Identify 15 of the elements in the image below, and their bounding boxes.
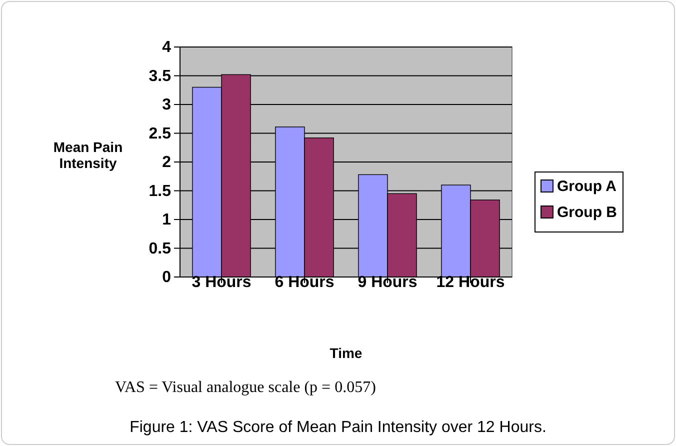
y-tick-label: 0.5: [148, 240, 172, 258]
text: Figure 1: VAS Score of Mean Pain Intensity over 12 Hours.: [130, 419, 546, 436]
legend-label: Group A: [557, 178, 617, 195]
y-tick-label: 2.5: [148, 125, 172, 142]
y-tick-label: 4: [162, 39, 172, 56]
y-tick-label: 2: [162, 154, 172, 172]
y-tick-label: 3: [162, 96, 172, 114]
y-tick-label: 1: [162, 212, 172, 229]
legend-label: Group B: [557, 204, 618, 221]
text: VAS = Visual analogue scale (p = 0.057): [115, 379, 376, 396]
y-tick-label: 1.5: [148, 182, 172, 200]
y-tick-label: 3.5: [148, 68, 172, 85]
y-tick-label: 0: [162, 269, 172, 286]
y-axis-title: Mean Pain Intensity: [53, 139, 123, 172]
x-axis-title: Time: [330, 345, 362, 361]
